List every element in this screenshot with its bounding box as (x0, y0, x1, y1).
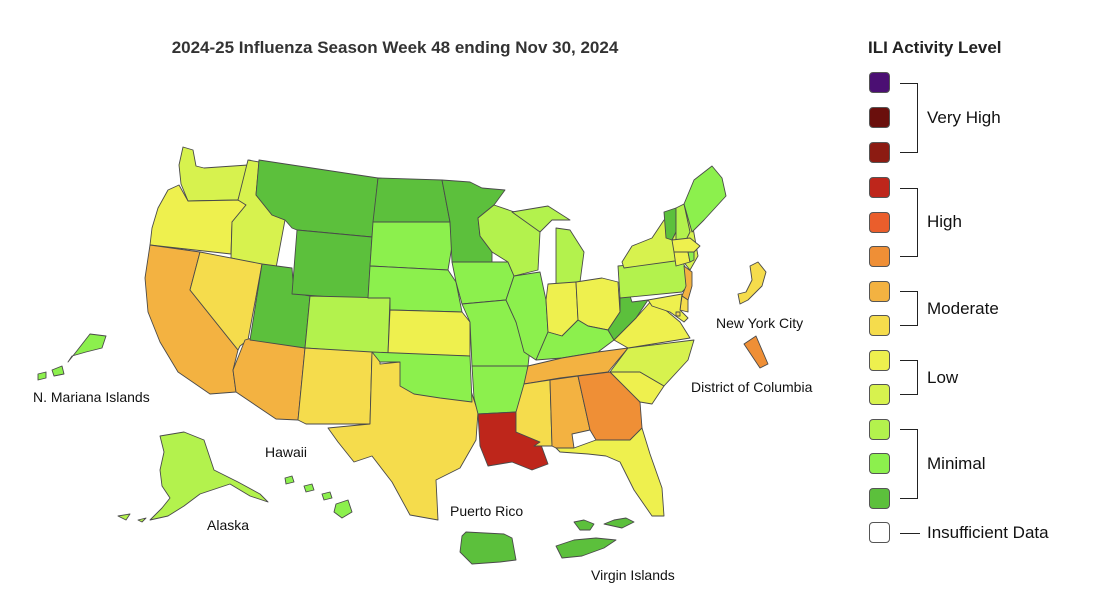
label-district-of-columbia: District of Columbia (691, 379, 813, 395)
legend-title: ILI Activity Level (868, 38, 1002, 57)
legend-swatch-level-7 (869, 281, 890, 302)
legend-swatch-level-8 (869, 246, 890, 267)
legend: ILI Activity Level Very High High Modera… (868, 36, 1093, 606)
bracket-minimal (900, 429, 918, 499)
legend-swatch-level-12 (869, 107, 890, 128)
map-title: 2024-25 Influenza Season Week 48 ending … (171, 38, 619, 57)
state-WV[interactable] (607, 289, 649, 341)
legend-label-insufficient-data: Insufficient Data (927, 523, 1049, 542)
legend-swatch-level-6 (869, 315, 890, 336)
legend-swatch-level-3 (869, 419, 890, 440)
region-VI[interactable] (555, 517, 635, 559)
region-MP[interactable] (37, 333, 107, 381)
legend-swatch-level-13 (869, 72, 890, 93)
state-RI[interactable] (687, 251, 695, 263)
state-VT[interactable] (663, 207, 677, 241)
bracket-low (900, 360, 918, 395)
state-SD[interactable] (369, 221, 453, 271)
state-KS[interactable] (387, 309, 471, 357)
state-MA[interactable] (671, 237, 701, 253)
state-VA[interactable] (613, 299, 691, 349)
dash-insufficient-data (900, 533, 920, 534)
region-NYC[interactable] (743, 335, 769, 369)
region-PR[interactable] (459, 531, 517, 565)
legend-swatch-level-0 (869, 522, 890, 543)
region-long-island[interactable] (737, 261, 767, 305)
legend-swatch-level-5 (869, 350, 890, 371)
bracket-high (900, 188, 918, 257)
flu-activity-map: N. Mariana Islands Hawaii Alaska Puerto … (33, 146, 813, 583)
state-HI[interactable] (284, 475, 353, 519)
state-IA[interactable] (451, 261, 515, 305)
label-alaska: Alaska (207, 517, 249, 533)
bracket-very-high (900, 83, 918, 153)
legend-swatch-level-1 (869, 488, 890, 509)
label-hawaii: Hawaii (265, 444, 307, 460)
legend-swatch-level-11 (869, 142, 890, 163)
legend-swatch-level-4 (869, 384, 890, 405)
state-ND[interactable] (372, 177, 451, 223)
state-NH[interactable] (675, 203, 691, 241)
state-AZ[interactable] (232, 337, 306, 421)
state-ME[interactable] (683, 165, 727, 233)
state-NM[interactable] (297, 347, 373, 425)
legend-label-low: Low (927, 368, 959, 387)
legend-label-high: High (927, 212, 962, 231)
region-DC[interactable] (675, 311, 681, 317)
label-puerto-rico: Puerto Rico (450, 503, 523, 519)
bracket-moderate (900, 291, 918, 326)
state-OK[interactable] (371, 351, 473, 403)
state-FL[interactable] (555, 427, 665, 517)
legend-label-minimal: Minimal (927, 454, 986, 473)
legend-swatch-level-2 (869, 453, 890, 474)
state-NC[interactable] (609, 339, 695, 387)
state-WY[interactable] (291, 229, 373, 301)
state-CO[interactable] (304, 295, 391, 355)
legend-swatch-level-9 (869, 212, 890, 233)
state-AK[interactable] (117, 431, 269, 523)
label-virgin-islands: Virgin Islands (591, 567, 675, 583)
legend-label-very-high: Very High (927, 108, 1001, 127)
legend-label-moderate: Moderate (927, 299, 999, 318)
label-n-mariana-islands: N. Mariana Islands (33, 389, 150, 405)
legend-swatch-level-10 (869, 177, 890, 198)
label-new-york-city: New York City (716, 315, 803, 331)
